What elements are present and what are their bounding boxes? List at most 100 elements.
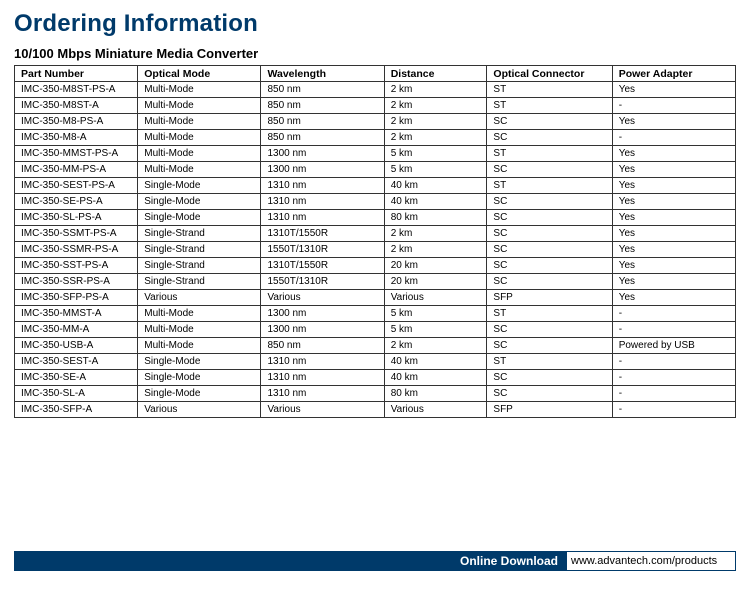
table-cell: Various xyxy=(261,290,384,306)
table-cell: Single-Mode xyxy=(138,178,261,194)
footer-label: Online Download xyxy=(460,554,558,568)
table-header-row: Part Number Optical Mode Wavelength Dist… xyxy=(15,66,736,82)
table-cell: Single-Mode xyxy=(138,210,261,226)
table-cell: IMC-350-M8-PS-A xyxy=(15,114,138,130)
table-cell: 1300 nm xyxy=(261,322,384,338)
table-cell: 850 nm xyxy=(261,130,384,146)
table-cell: 1550T/1310R xyxy=(261,274,384,290)
table-cell: 80 km xyxy=(384,210,487,226)
footer-url: www.advantech.com/products xyxy=(566,551,736,571)
table-cell: Yes xyxy=(612,82,735,98)
table-cell: Multi-Mode xyxy=(138,130,261,146)
table-row: IMC-350-MM-AMulti-Mode1300 nm5 kmSC- xyxy=(15,322,736,338)
table-cell: SC xyxy=(487,338,612,354)
table-cell: 1310 nm xyxy=(261,354,384,370)
table-cell: 850 nm xyxy=(261,338,384,354)
table-cell: Single-Mode xyxy=(138,370,261,386)
col-optical-connector: Optical Connector xyxy=(487,66,612,82)
col-optical-mode: Optical Mode xyxy=(138,66,261,82)
table-cell: ST xyxy=(487,178,612,194)
table-row: IMC-350-USB-AMulti-Mode850 nm2 kmSCPower… xyxy=(15,338,736,354)
table-row: IMC-350-M8-AMulti-Mode850 nm2 kmSC- xyxy=(15,130,736,146)
table-cell: Yes xyxy=(612,242,735,258)
table-cell: IMC-350-MM-PS-A xyxy=(15,162,138,178)
table-cell: Various xyxy=(384,402,487,418)
table-cell: IMC-350-SEST-PS-A xyxy=(15,178,138,194)
table-row: IMC-350-SEST-ASingle-Mode1310 nm40 kmST- xyxy=(15,354,736,370)
table-cell: Various xyxy=(261,402,384,418)
table-cell: Yes xyxy=(612,162,735,178)
table-cell: 5 km xyxy=(384,306,487,322)
table-cell: IMC-350-M8ST-A xyxy=(15,98,138,114)
table-cell: 1300 nm xyxy=(261,146,384,162)
table-cell: 1310 nm xyxy=(261,210,384,226)
table-cell: IMC-350-USB-A xyxy=(15,338,138,354)
table-cell: Multi-Mode xyxy=(138,162,261,178)
table-cell: Yes xyxy=(612,290,735,306)
table-cell: Various xyxy=(138,290,261,306)
table-cell: - xyxy=(612,306,735,322)
table-row: IMC-350-SSMT-PS-ASingle-Strand1310T/1550… xyxy=(15,226,736,242)
table-row: IMC-350-M8ST-PS-AMulti-Mode850 nm2 kmSTY… xyxy=(15,82,736,98)
table-cell: IMC-350-SSR-PS-A xyxy=(15,274,138,290)
table-cell: IMC-350-SE-A xyxy=(15,370,138,386)
table-cell: - xyxy=(612,98,735,114)
table-cell: 1310 nm xyxy=(261,178,384,194)
table-cell: IMC-350-SL-A xyxy=(15,386,138,402)
table-cell: 1300 nm xyxy=(261,162,384,178)
table-cell: Single-Strand xyxy=(138,258,261,274)
table-cell: Various xyxy=(138,402,261,418)
table-cell: 2 km xyxy=(384,242,487,258)
table-cell: SC xyxy=(487,274,612,290)
table-cell: ST xyxy=(487,306,612,322)
table-cell: Single-Mode xyxy=(138,386,261,402)
table-row: IMC-350-SSR-PS-ASingle-Strand1550T/1310R… xyxy=(15,274,736,290)
table-cell: 40 km xyxy=(384,178,487,194)
col-wavelength: Wavelength xyxy=(261,66,384,82)
table-cell: Yes xyxy=(612,274,735,290)
table-cell: SC xyxy=(487,370,612,386)
table-cell: Yes xyxy=(612,194,735,210)
table-cell: - xyxy=(612,402,735,418)
table-cell: SC xyxy=(487,226,612,242)
col-power-adapter: Power Adapter xyxy=(612,66,735,82)
table-cell: 5 km xyxy=(384,146,487,162)
table-row: IMC-350-SE-PS-ASingle-Mode1310 nm40 kmSC… xyxy=(15,194,736,210)
table-row: IMC-350-SSMR-PS-ASingle-Strand1550T/1310… xyxy=(15,242,736,258)
table-cell: Yes xyxy=(612,226,735,242)
table-cell: 1310T/1550R xyxy=(261,258,384,274)
table-cell: IMC-350-SSMR-PS-A xyxy=(15,242,138,258)
table-row: IMC-350-MM-PS-AMulti-Mode1300 nm5 kmSCYe… xyxy=(15,162,736,178)
table-cell: 5 km xyxy=(384,322,487,338)
table-cell: IMC-350-SFP-PS-A xyxy=(15,290,138,306)
table-cell: IMC-350-SFP-A xyxy=(15,402,138,418)
table-cell: ST xyxy=(487,98,612,114)
table-cell: SFP xyxy=(487,290,612,306)
table-cell: SC xyxy=(487,322,612,338)
table-cell: IMC-350-M8-A xyxy=(15,130,138,146)
table-cell: 2 km xyxy=(384,114,487,130)
table-cell: Single-Strand xyxy=(138,274,261,290)
table-cell: 40 km xyxy=(384,194,487,210)
table-row: IMC-350-SL-ASingle-Mode1310 nm80 kmSC- xyxy=(15,386,736,402)
table-cell: Single-Strand xyxy=(138,242,261,258)
table-cell: Powered by USB xyxy=(612,338,735,354)
table-cell: IMC-350-SST-PS-A xyxy=(15,258,138,274)
table-cell: SC xyxy=(487,114,612,130)
table-row: IMC-350-MMST-AMulti-Mode1300 nm5 kmST- xyxy=(15,306,736,322)
table-cell: - xyxy=(612,130,735,146)
table-cell: 1300 nm xyxy=(261,306,384,322)
table-cell: IMC-350-MM-A xyxy=(15,322,138,338)
table-cell: SC xyxy=(487,242,612,258)
table-cell: 2 km xyxy=(384,130,487,146)
table-row: IMC-350-SEST-PS-ASingle-Mode1310 nm40 km… xyxy=(15,178,736,194)
table-cell: Single-Mode xyxy=(138,194,261,210)
col-part-number: Part Number xyxy=(15,66,138,82)
table-row: IMC-350-SFP-PS-AVariousVariousVariousSFP… xyxy=(15,290,736,306)
table-body: IMC-350-M8ST-PS-AMulti-Mode850 nm2 kmSTY… xyxy=(15,82,736,418)
table-cell: Single-Mode xyxy=(138,354,261,370)
table-cell: 1550T/1310R xyxy=(261,242,384,258)
ordering-table: Part Number Optical Mode Wavelength Dist… xyxy=(14,65,736,418)
table-cell: 850 nm xyxy=(261,98,384,114)
table-cell: Yes xyxy=(612,210,735,226)
